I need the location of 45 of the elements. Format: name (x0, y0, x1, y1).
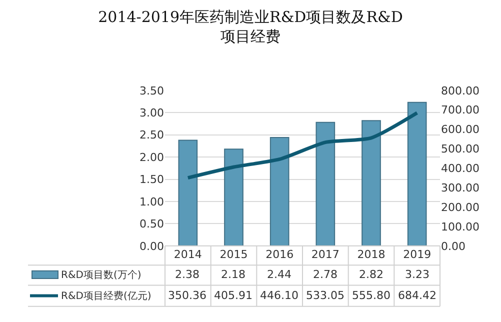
y-tick-label: 0.50 (140, 218, 164, 231)
x-tick-label: 2018 (357, 248, 386, 261)
chart-title: 2014-2019年医药制造业R&D项目数及R&D 项目经费 (98, 8, 403, 46)
bar (270, 137, 290, 246)
y-tick-label: 2.50 (140, 128, 164, 142)
x-tick-label: 2016 (266, 248, 294, 261)
y-tick-label: 1.00 (140, 195, 164, 208)
y-tick-label: 3.50 (140, 84, 164, 98)
y2-tick-label: 400.00 (441, 162, 480, 176)
y-tick-label: 3.00 (140, 106, 164, 120)
y2-tick-label: 600.00 (441, 123, 480, 136)
y2-tick-label: 300.00 (441, 181, 480, 194)
x-tick-label: 2014 (174, 248, 202, 261)
data-label: 2.18 (221, 268, 246, 281)
data-label: 533.05 (306, 289, 344, 302)
legend-label: R&D项目经费(亿元) (61, 290, 152, 302)
bar (224, 148, 244, 246)
y-tick-label: 0.00 (140, 240, 164, 253)
data-label: 555.80 (352, 289, 390, 302)
y2-tick-label: 200.00 (441, 200, 480, 214)
x-tick-label: 2019 (403, 248, 432, 261)
data-label: 2.38 (175, 268, 200, 281)
data-label: 446.10 (260, 289, 298, 302)
y-tick-label: 2.00 (140, 150, 164, 164)
data-label: 405.91 (214, 289, 252, 302)
x-tick-label: 2015 (220, 248, 248, 261)
x-tick-label: 2017 (311, 248, 340, 261)
bar (407, 102, 427, 246)
y2-tick-label: 800.00 (441, 84, 480, 98)
data-label: 684.42 (398, 289, 436, 302)
data-label: 3.23 (405, 268, 430, 281)
bar (316, 122, 336, 246)
line-series (186, 111, 419, 180)
data-label: 2.78 (313, 268, 338, 281)
y2-tick-label: 0.00 (441, 240, 466, 253)
legend-label: R&D项目数(万个) (61, 269, 142, 281)
data-label: 2.44 (267, 268, 292, 281)
bar (178, 140, 198, 246)
y2-tick-label: 500.00 (441, 142, 480, 156)
bar (362, 120, 381, 246)
y2-tick-label: 700.00 (441, 104, 480, 117)
y-tick-label: 1.50 (140, 173, 164, 186)
data-label: 2.82 (359, 268, 384, 281)
data-label: 350.36 (168, 289, 206, 302)
y2-tick-label: 100.00 (441, 220, 480, 234)
